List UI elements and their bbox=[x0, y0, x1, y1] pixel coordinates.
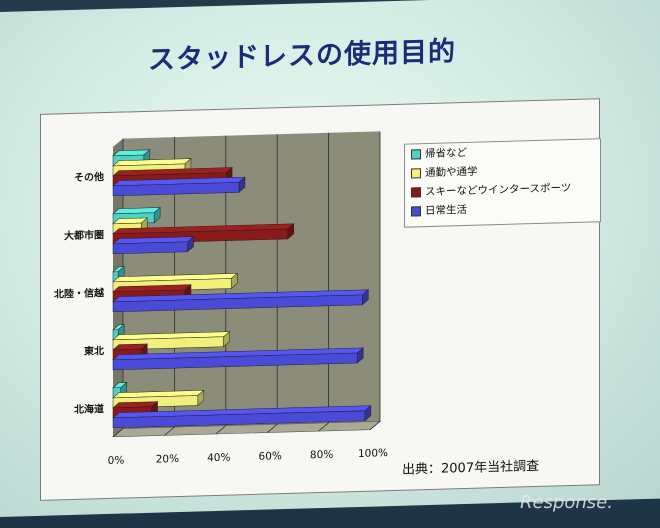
y-tick-label: 北陸・信越 bbox=[54, 286, 105, 300]
grid-floor-line bbox=[164, 426, 175, 436]
legend-label-3: スキーなどウインタースポーツ bbox=[425, 182, 572, 199]
x-tick-label: 60% bbox=[259, 450, 282, 463]
chart-legend: 帰省など 通勤や通学 スキーなどウインタースポーツ 日常生活 bbox=[404, 138, 601, 228]
x-tick-label: 40% bbox=[207, 452, 230, 465]
legend-swatch-1 bbox=[411, 148, 421, 160]
grid-floor-line bbox=[369, 421, 381, 430]
watermark-logo: Response. bbox=[520, 492, 613, 513]
legend-label-2: 通勤や通学 bbox=[425, 165, 478, 180]
x-tick-label: 0% bbox=[108, 455, 125, 467]
legend-label-1: 帰省など bbox=[425, 146, 467, 161]
legend-swatch-2 bbox=[411, 167, 421, 179]
legend-swatch-3 bbox=[411, 186, 421, 198]
bar bbox=[112, 294, 363, 313]
y-tick-label: 大都市圏 bbox=[64, 228, 104, 242]
legend-label-4: 日常生活 bbox=[425, 203, 467, 218]
bar bbox=[112, 352, 358, 371]
y-tick-label: 東北 bbox=[84, 344, 104, 358]
x-tick-label: 100% bbox=[358, 447, 388, 460]
bar bbox=[112, 410, 366, 429]
y-tick-label: その他 bbox=[74, 170, 104, 184]
y-tick-label: 北海道 bbox=[74, 402, 104, 416]
legend-swatch-4 bbox=[411, 205, 421, 217]
bar bbox=[112, 241, 188, 255]
source-note: 出典：2007年当社調査 bbox=[402, 458, 540, 478]
legend-item-4: 日常生活 bbox=[405, 196, 600, 220]
bar bbox=[112, 182, 240, 197]
grid-floor-line bbox=[112, 428, 124, 438]
x-tick-label: 20% bbox=[156, 453, 179, 466]
grid-floor-line bbox=[215, 425, 227, 435]
grid-floor-line bbox=[266, 423, 278, 433]
x-tick-label: 80% bbox=[310, 449, 333, 462]
grid-floor-line bbox=[318, 422, 329, 432]
